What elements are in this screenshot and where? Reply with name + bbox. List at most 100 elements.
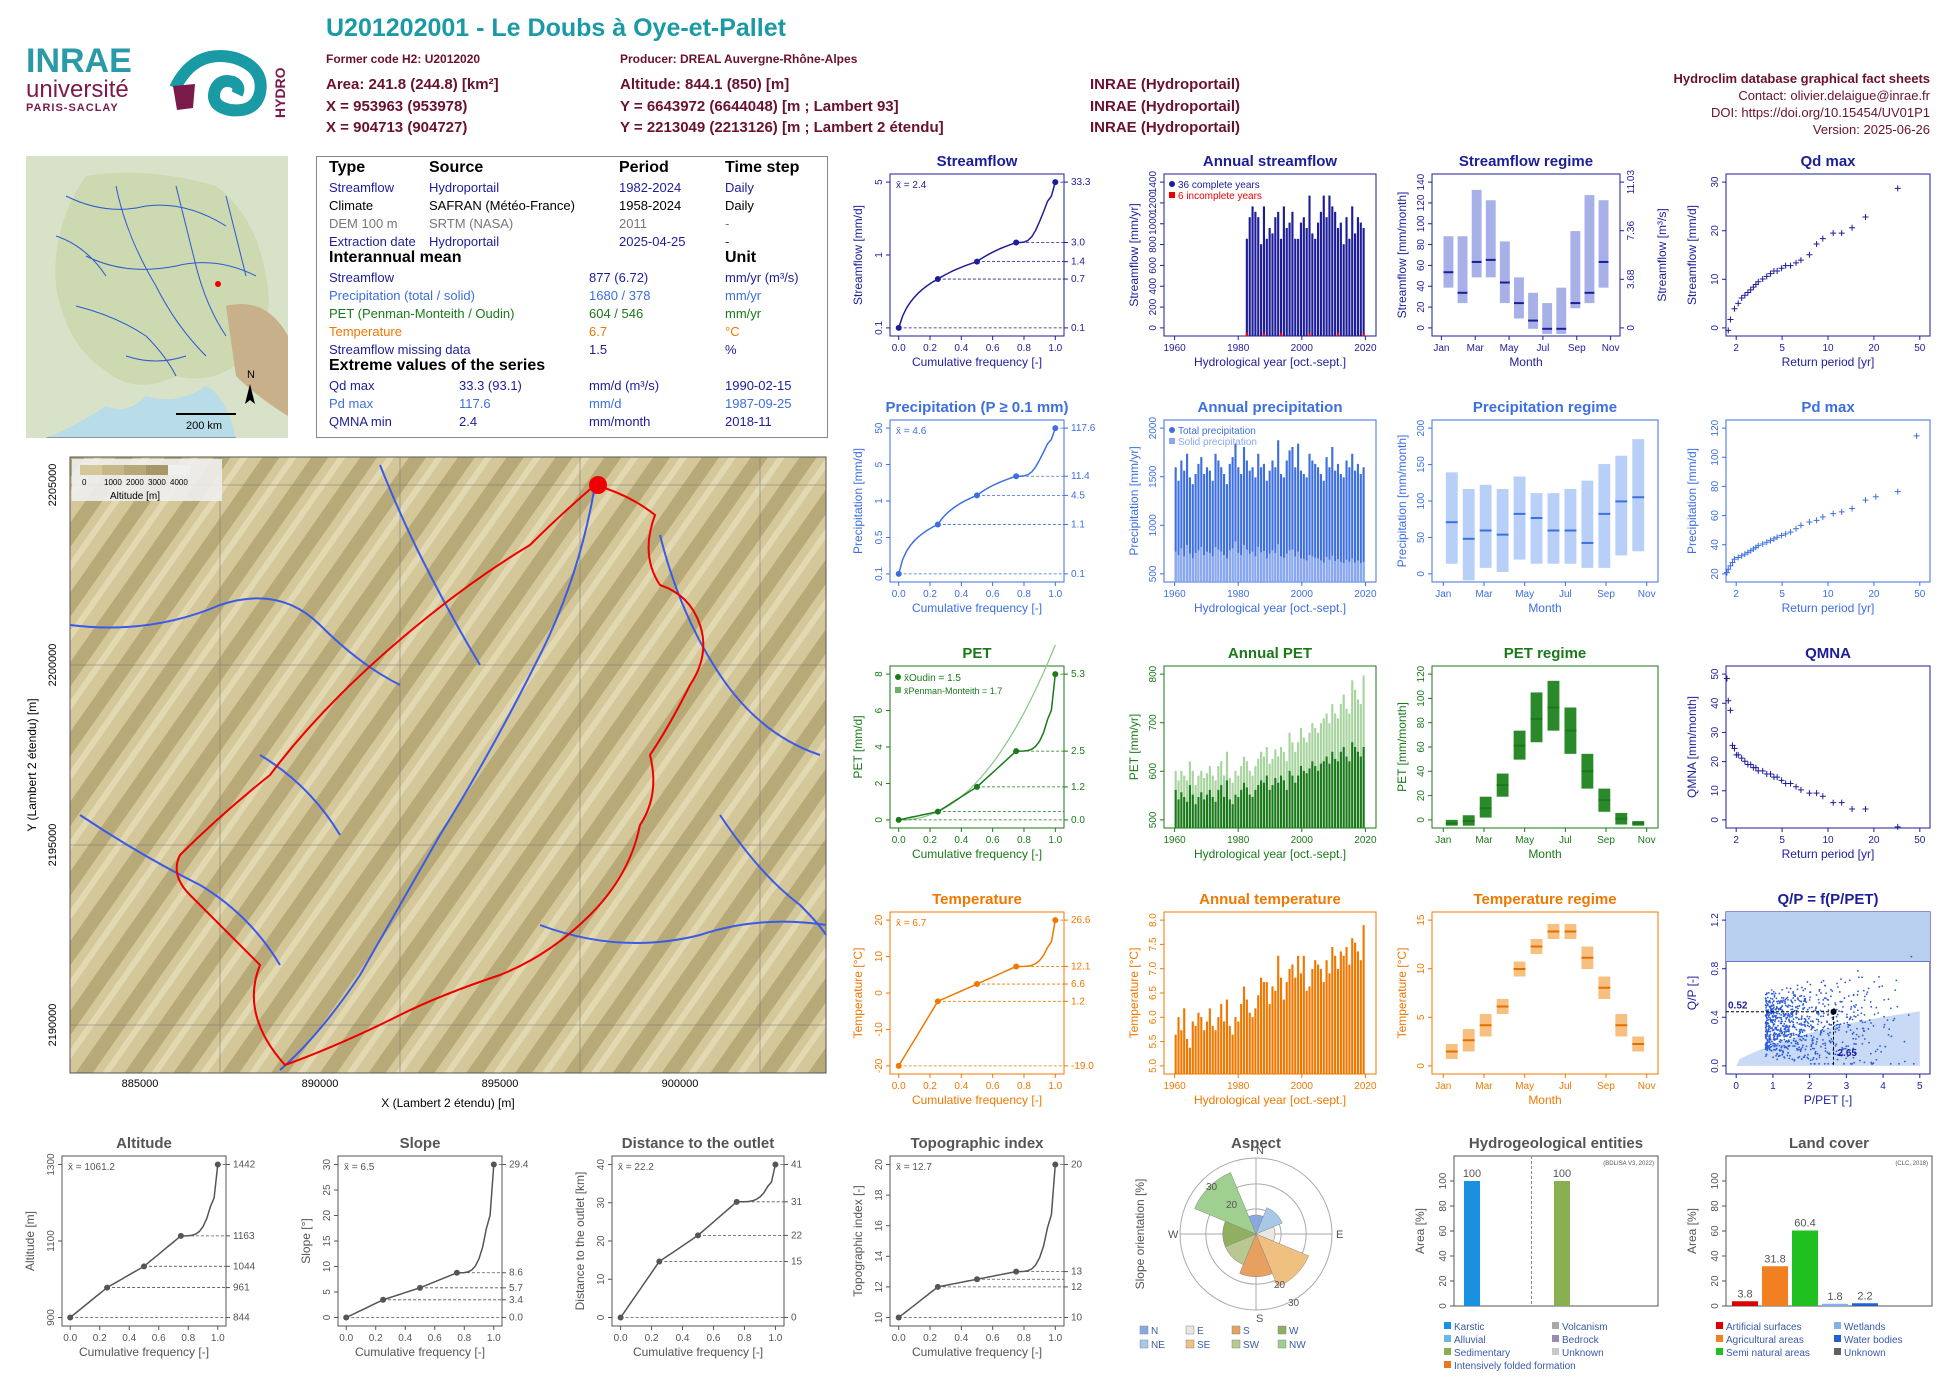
qp-point: [1863, 1014, 1866, 1016]
bar: [1356, 751, 1359, 828]
bar-incomplete: [1262, 332, 1266, 336]
chart-title: Precipitation (P ≥ 0.1 mm): [885, 399, 1068, 416]
bar: [1177, 799, 1180, 828]
bar-incomplete: [1279, 332, 1283, 336]
qp-point: [1809, 1020, 1812, 1023]
qp-point: [1766, 1038, 1769, 1041]
legend-swatch: [1552, 1348, 1559, 1355]
qp-point: [1843, 1062, 1845, 1065]
legend-label: x̄Penman-Monteith = 1.7: [904, 686, 1002, 696]
bar: [1220, 1003, 1223, 1074]
qp-point: [1861, 1034, 1864, 1037]
regime-box: [1528, 292, 1538, 329]
qp-point: [1865, 993, 1868, 996]
bar: [1354, 942, 1357, 1074]
bar: [1322, 195, 1325, 336]
qp-point: [1813, 1062, 1816, 1065]
qp-point: [1836, 1013, 1839, 1016]
qp-point: [1810, 1034, 1813, 1037]
bar: [1305, 773, 1308, 828]
qp-point: [1819, 1009, 1822, 1012]
y-tick-label: 12: [874, 1281, 885, 1293]
bar: [1305, 477, 1308, 582]
bar-solid: [1260, 552, 1263, 582]
bar: [1334, 211, 1337, 336]
qp-point: [1809, 1048, 1812, 1051]
qp-point: [1784, 1001, 1786, 1003]
legend-swatch: [1444, 1348, 1451, 1355]
qp-point: [1796, 1047, 1798, 1050]
bar: [1180, 460, 1183, 582]
qp-point: [1775, 997, 1778, 1000]
qp-point: [1800, 986, 1803, 989]
rp-point: [1723, 675, 1730, 682]
x-tick-label: 4: [1880, 1081, 1886, 1092]
right-label: 5.3: [1071, 669, 1085, 680]
qp-point: [1789, 1016, 1791, 1018]
info-step: Daily: [725, 198, 754, 213]
bar: [1245, 238, 1248, 336]
x-tick-label: Nov: [1638, 589, 1656, 600]
qp-point: [1792, 997, 1795, 999]
y-tick-label: 80: [1416, 717, 1427, 729]
bar: [1200, 1017, 1203, 1074]
x-axis-label: Month: [1509, 355, 1542, 369]
x-axis-label: Month: [1528, 601, 1561, 615]
qp-point: [1835, 1008, 1838, 1011]
bar: [1174, 1034, 1177, 1074]
qp-point: [1835, 1015, 1838, 1018]
qp-point: [1772, 1029, 1775, 1032]
x-tick-label: 2020: [1354, 343, 1377, 354]
x-tick-label: 2: [1733, 343, 1739, 354]
plot-frame: [611, 1155, 785, 1327]
bar: [1188, 785, 1191, 828]
y-tick-label: 0: [322, 1314, 333, 1320]
qp-point: [1804, 1020, 1806, 1023]
qp-point: [1791, 1008, 1794, 1011]
extreme-header: Extreme values of the series: [329, 357, 546, 374]
bar: [1257, 785, 1260, 828]
qp-point: [1857, 976, 1860, 979]
y-tick-label: 150: [1416, 456, 1427, 473]
qp-point: [1765, 1024, 1768, 1027]
qp-point: [1887, 998, 1890, 1001]
qp-point: [1850, 1006, 1853, 1008]
bar: [1308, 195, 1311, 336]
legend-label: NW: [1289, 1340, 1306, 1351]
contact: Contact: olivier.delaigue@inrae.fr: [1738, 88, 1930, 103]
qp-point: [1804, 987, 1807, 990]
bar: [1257, 217, 1260, 336]
qp-point: [1782, 1025, 1785, 1028]
right-label: 3.0: [1071, 238, 1085, 249]
x-tick-label: 0.6: [428, 1333, 442, 1344]
qp-point: [1861, 976, 1863, 979]
qp-point: [1788, 1057, 1791, 1060]
bar: [1294, 467, 1297, 582]
qp-point: [1856, 1027, 1858, 1030]
legend-swatch: [1277, 1339, 1287, 1349]
chart-title: Annual temperature: [1199, 891, 1341, 908]
cumulative-curve: [898, 919, 1057, 1067]
y-tick-label: 5.0: [1148, 1059, 1159, 1073]
legend-swatch: [1552, 1335, 1559, 1342]
qp-point: [1860, 1019, 1863, 1022]
qp-point: [1778, 1012, 1781, 1015]
qp-point: [1821, 1039, 1824, 1041]
quantile-point: [934, 808, 941, 815]
qp-point: [1856, 1014, 1859, 1017]
bar: [1282, 477, 1285, 582]
qp-point: [1823, 1005, 1826, 1008]
qp-point: [1814, 1009, 1817, 1012]
x-tick-label: 20: [1868, 835, 1880, 846]
qp-point: [1817, 1020, 1820, 1023]
qp-point: [1822, 1030, 1825, 1033]
rp-point: [1849, 224, 1856, 231]
x-tick-label: 0.8: [1017, 589, 1031, 600]
rp-point: [1806, 251, 1813, 258]
rose-direction-label: W: [1168, 1229, 1179, 1241]
regime-box: [1457, 236, 1468, 304]
y-tick-label: 50: [1710, 668, 1721, 680]
x-tick-label: 3: [1844, 1081, 1850, 1092]
quantile-point: [1052, 671, 1059, 678]
mean-unit: mm/yr: [725, 288, 762, 303]
